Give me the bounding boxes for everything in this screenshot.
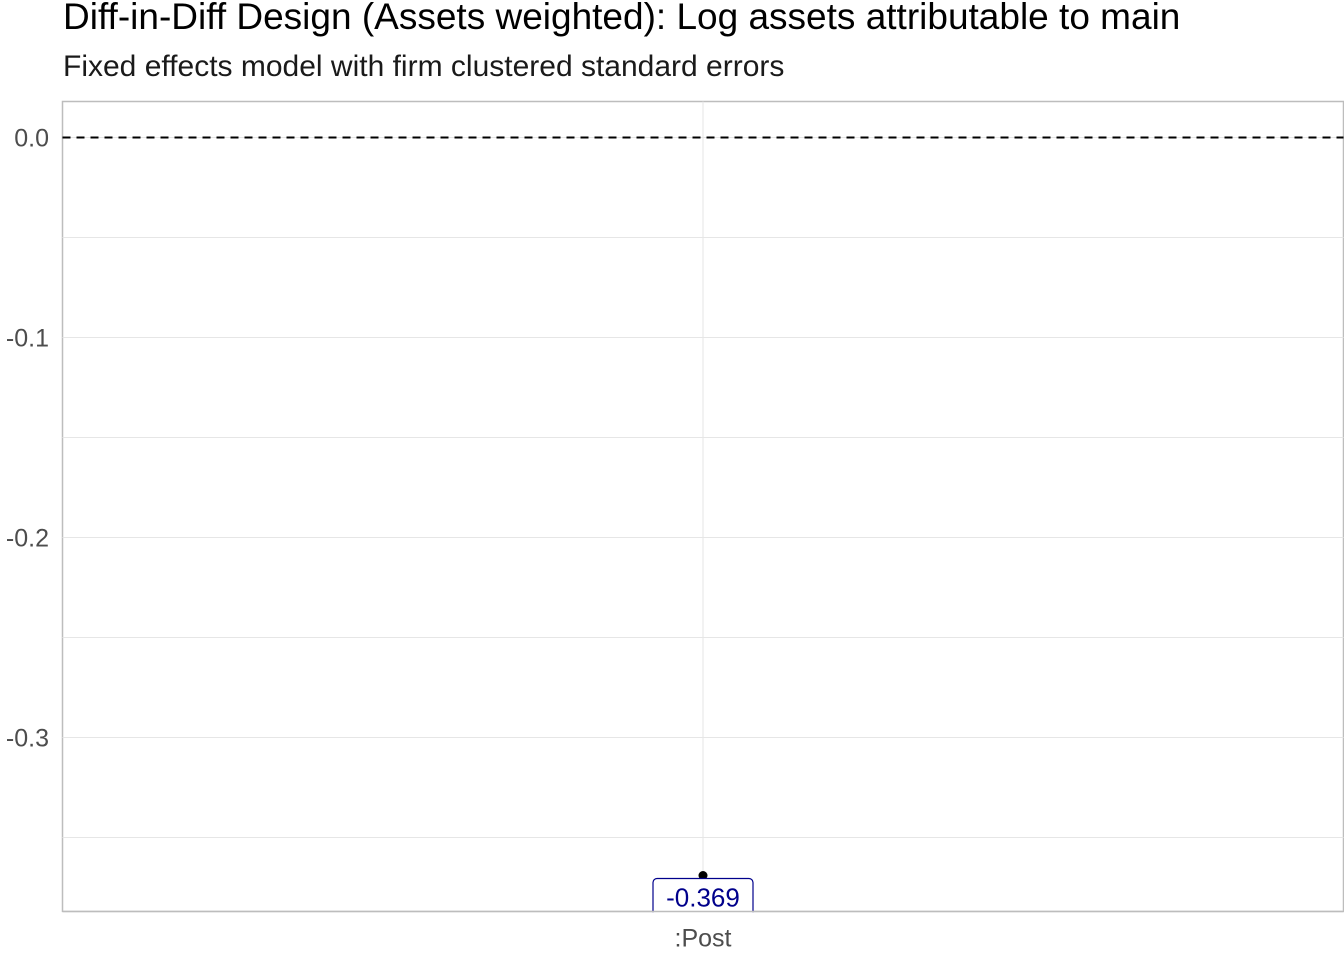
y-tick-label: -0.2 [6, 525, 49, 553]
y-tick-label: -0.3 [6, 725, 49, 753]
data-label: -0.369 [666, 883, 740, 913]
y-tick-label: -0.1 [6, 325, 49, 353]
y-axis: 0.0 -0.1 -0.2 -0.3 [6, 125, 49, 753]
chart-title: Diff-in-Diff Design (Assets weighted): L… [63, 0, 1181, 37]
x-tick-label: :Post [675, 925, 732, 953]
chart-subtitle: Fixed effects model with firm clustered … [63, 50, 785, 83]
data-points: -0.369 :Post [0, 871, 1344, 960]
bottom-mask [0, 912, 1344, 960]
data-point [698, 871, 708, 880]
y-tick-label: 0.0 [14, 125, 49, 153]
